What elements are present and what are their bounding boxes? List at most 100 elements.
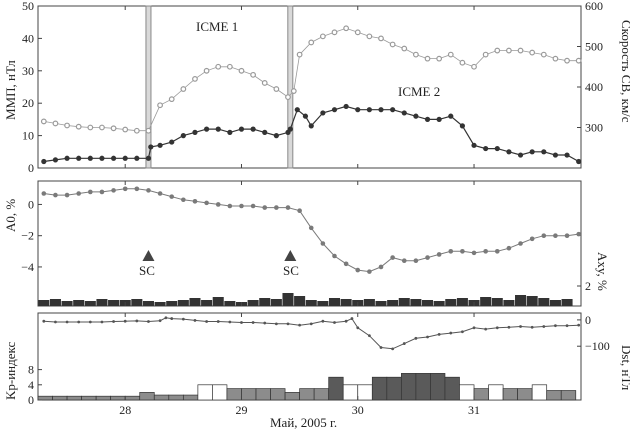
- dst-point: [65, 320, 69, 324]
- kp-bar: [560, 390, 577, 401]
- p1-right-tick-label: 500: [585, 40, 603, 54]
- imf-point: [436, 116, 442, 122]
- panel2-ylabel-right: Axy, %: [595, 252, 610, 291]
- axy-bar: [142, 301, 154, 306]
- dst-point: [414, 336, 418, 340]
- axy-bar: [503, 300, 515, 306]
- sc-label-1: SC: [139, 263, 155, 278]
- a0-point: [576, 231, 581, 237]
- x-tick-label: 31: [468, 403, 480, 417]
- p2-left-tick-label: 0: [28, 197, 34, 211]
- imf-point: [110, 155, 117, 161]
- dst-point: [577, 323, 581, 327]
- axy-bar: [340, 299, 352, 306]
- kp-bar: [502, 388, 518, 401]
- imf-point: [250, 126, 256, 132]
- a0-point: [343, 261, 349, 267]
- a0-point: [146, 188, 151, 193]
- imf-point: [471, 142, 477, 148]
- axy-bar: [305, 300, 317, 306]
- solar-wind-point: [64, 122, 70, 129]
- dst-point: [123, 319, 127, 323]
- solar-wind-point: [343, 25, 350, 32]
- imf-point: [157, 142, 163, 148]
- dst-point: [193, 319, 197, 322]
- dst-point: [298, 323, 302, 327]
- dst-point: [402, 342, 406, 345]
- p3-right-tick-label: 0: [585, 313, 591, 327]
- icme-boundary-1: [145, 5, 152, 169]
- solar-wind-point: [75, 123, 82, 130]
- a0-point: [494, 249, 500, 254]
- a0-point: [506, 245, 512, 251]
- solar-wind-point: [494, 47, 501, 54]
- axy-bar: [108, 300, 120, 306]
- axy-bar: [201, 300, 213, 306]
- solar-wind-point: [145, 127, 152, 134]
- imf-point: [494, 145, 500, 152]
- kp-bar: [313, 388, 330, 401]
- dst-point: [147, 320, 150, 323]
- x-axis-label: Май, 2005 г.: [270, 415, 337, 430]
- kp-bar: [124, 395, 141, 401]
- a0-point: [529, 236, 535, 242]
- p3-left-tick-label: 4: [28, 378, 34, 392]
- axy-bar: [212, 297, 224, 306]
- icme1-label: ICME 1: [196, 19, 238, 34]
- axy-bar: [49, 299, 61, 306]
- p3-left-tick-label: 8: [28, 363, 34, 377]
- solar-wind-point: [354, 29, 361, 36]
- dst-point: [437, 332, 441, 336]
- a0-point: [134, 186, 140, 192]
- imf-point: [390, 107, 396, 113]
- kp-bar: [81, 395, 97, 401]
- solar-wind-point: [168, 96, 175, 103]
- axy-bar: [398, 298, 410, 306]
- imf-point: [302, 113, 309, 119]
- kp-bar: [95, 395, 112, 401]
- imf-point: [169, 139, 175, 145]
- a0-point: [436, 252, 442, 257]
- kp-bar: [444, 376, 460, 401]
- solar-wind-point: [424, 55, 431, 62]
- a0-point: [274, 205, 279, 210]
- solar-wind-point: [99, 124, 105, 131]
- axy-bar: [549, 300, 561, 306]
- kp-bar: [401, 373, 417, 401]
- axy-bar: [61, 301, 73, 306]
- dst-point: [426, 335, 429, 339]
- a0-point: [192, 199, 198, 204]
- solar-wind-point: [40, 118, 47, 125]
- dst-point: [461, 330, 464, 334]
- solar-wind-point: [575, 57, 582, 64]
- axy-bar: [538, 298, 550, 306]
- solar-wind-point: [87, 124, 94, 131]
- dst-point: [158, 319, 162, 323]
- kp-bar: [66, 395, 82, 401]
- imf-point: [320, 110, 326, 116]
- solar-wind-point: [296, 51, 303, 58]
- imf-point: [483, 145, 489, 152]
- a0-point: [53, 192, 58, 198]
- a0-point: [41, 191, 47, 196]
- dst-point: [181, 317, 185, 321]
- imf-point: [529, 149, 535, 155]
- a0-point: [285, 205, 291, 210]
- panel3-ylabel-right: Dst, нТл: [619, 345, 630, 391]
- p1-left-tick-label: 50: [22, 0, 34, 13]
- imf-point: [564, 152, 570, 158]
- a0-point: [215, 202, 221, 207]
- panel1-frame: [37, 5, 582, 169]
- panel3-plot: [37, 316, 581, 401]
- dst-point: [344, 319, 348, 323]
- dst-point: [42, 319, 46, 323]
- a0-point: [483, 249, 488, 254]
- imf-point: [192, 129, 198, 135]
- imf-point: [343, 103, 349, 110]
- axy-bar: [166, 301, 178, 306]
- axy-bar: [387, 300, 399, 306]
- axy-bar: [84, 301, 96, 306]
- solar-wind-point: [401, 45, 408, 52]
- a0-point: [378, 264, 384, 270]
- imf-point: [227, 129, 233, 135]
